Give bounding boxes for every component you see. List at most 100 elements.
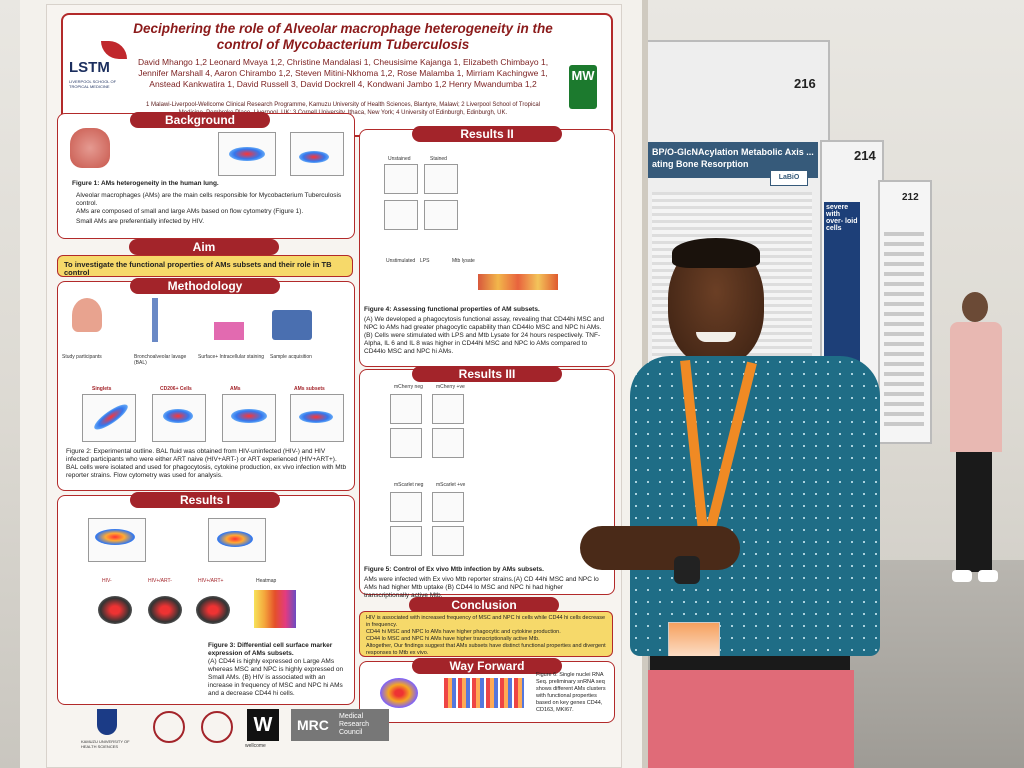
research-poster: LSTM LIVERPOOL SCHOOL OF TROPICAL MEDICI…	[46, 4, 622, 768]
presenter	[580, 236, 890, 768]
gate-plot-ams	[222, 394, 276, 442]
cornell-seal	[153, 711, 185, 743]
presenter-pants	[648, 670, 854, 768]
results1-text: (A) CD44 is highly expressed on Large AM…	[208, 658, 344, 697]
lstm-logo: LSTM	[69, 59, 110, 76]
gate-plot-singlets	[82, 394, 136, 442]
neighbor-poster-title-text: BP/O-GlcNAcylation Metabolic Axis ... at…	[652, 147, 814, 169]
methodology-section: Methodology Study participants Bronchoal…	[57, 278, 355, 491]
results1-group-1: HIV-	[102, 578, 112, 584]
results1-heatmap	[254, 590, 296, 628]
results3-panel-1: mCherry neg	[394, 384, 423, 390]
umap-hiv-art-pos	[196, 596, 230, 624]
results1-plot-a1	[88, 518, 146, 562]
results2-caption: Figure 4: Assessing functional propertie…	[364, 306, 540, 313]
gate-label-2: CD206+ Cells	[160, 386, 192, 392]
background-caption: Figure 1: AMs heterogeneity in the human…	[72, 180, 219, 187]
wristwatch	[674, 556, 700, 584]
participant-icon	[72, 298, 102, 332]
bronchoscope-icon	[152, 298, 158, 342]
results2-panel-3: Unstimulated	[386, 258, 416, 264]
presenter-hair	[672, 238, 760, 268]
results2-section: Results II Unstained Stained Unstimulate…	[359, 126, 615, 367]
way-forward-text: Figure 6: Single nuclei RNA Seq. prelimi…	[536, 672, 606, 713]
results3-plot-5	[390, 492, 422, 522]
neighbor-poster-212-body	[884, 232, 924, 432]
snrna-dotplot	[444, 678, 524, 708]
conclusion-bullet-4: Altogether, Our findings suggest that AM…	[366, 643, 606, 656]
results1-group-4: Heatmap	[256, 578, 277, 584]
lung-illustration	[70, 128, 110, 168]
lstm-logo-icon	[101, 41, 127, 59]
results3-plot-6	[432, 492, 464, 522]
results3-plot-1	[390, 394, 422, 424]
results2-panel-4: LPS	[420, 258, 430, 264]
results1-caption: Figure 3: Differential cell surface mark…	[208, 642, 333, 657]
cytometer-icon	[272, 310, 312, 340]
method-step-4: Sample acquisition	[270, 354, 312, 360]
gate-plot-cd206	[152, 394, 206, 442]
results1-plot-a2	[208, 518, 266, 562]
presenter-belt	[650, 656, 850, 670]
method-step-3: Surface+ Intracellular staining	[198, 354, 265, 360]
conclusion-box: HIV is associated with increased frequen…	[359, 611, 613, 657]
background-section: Background Figure 1: AMs heterogeneity i…	[57, 112, 355, 239]
results1-group-3: HIV+/ART+	[198, 578, 224, 584]
results3-caption: Figure 5: Control of Ex vivo Mtb infecti…	[364, 566, 544, 573]
conclusion-bullet-1: HIV is associated with increased frequen…	[366, 615, 606, 628]
results3-text: AMs were infected with Ex vivo Mtb repor…	[364, 576, 599, 599]
results2-header: Results II	[412, 126, 562, 142]
aim-box: To investigate the functional properties…	[57, 255, 353, 277]
wellcome-label: wellcome	[245, 743, 266, 749]
board-number-214: 214	[854, 148, 876, 163]
snrna-umap	[380, 678, 418, 708]
poster-title: Deciphering the role of Alveolar macroph…	[133, 21, 553, 52]
poster-authors: David Mhango 1,2 Leonard Mvaya 1,2, Chri…	[137, 57, 549, 89]
umap-hiv-neg	[98, 596, 132, 624]
gate-label-1: Singlets	[92, 386, 112, 392]
presenter-shirt	[630, 356, 880, 656]
edinburgh-seal	[201, 711, 233, 743]
mrc-logo-subtitle: Medical Research Council	[339, 713, 369, 736]
background-header: Background	[130, 112, 270, 128]
mlw-logo: MW	[569, 65, 597, 109]
results2-plot-2	[424, 164, 458, 194]
results2-plot-4	[424, 200, 458, 230]
results2-panel-5: Mtb lysate	[452, 258, 475, 264]
board-number-212: 212	[902, 192, 919, 203]
labio-logo: LaBiO	[770, 170, 808, 186]
presenter-smile	[696, 332, 736, 342]
results3-plot-8	[432, 526, 464, 556]
way-forward-section: Way Forward Figure 6: Single nuclei RNA …	[359, 658, 615, 723]
way-forward-header: Way Forward	[412, 658, 562, 674]
gate-label-4: AMs subsets	[294, 386, 325, 392]
results3-plot-7	[390, 526, 422, 556]
umap-hiv-art-neg	[148, 596, 182, 624]
results2-panel-2: Stained	[430, 156, 447, 162]
mrc-logo: MRC Medical Research Council	[291, 709, 389, 741]
neighbor-poster-212: 212	[878, 180, 932, 444]
results2-plot-3	[384, 200, 418, 230]
method-step-2: Bronchoalveolar lavage (BAL)	[134, 354, 187, 366]
background-flow-plot-2	[290, 132, 344, 176]
methodology-caption: Figure 2: Experimental outline. BAL flui…	[66, 448, 347, 479]
background-bullet-3: Small AMs are preferentially infected by…	[76, 218, 205, 225]
conclusion-bullet-2: CD44 hi MSC and NPC lo AMs have higher p…	[366, 629, 561, 635]
kamuzu-university-logo	[97, 709, 117, 735]
neighbor-poster-214-title: severe with over- loid cells	[824, 202, 860, 382]
background-bullet-2: AMs are composed of small and large AMs …	[76, 208, 304, 215]
results2-plot-1	[384, 164, 418, 194]
results3-section: Results III mCherry neg mCherry +ve mSca…	[359, 366, 615, 599]
lstm-logo-subtitle: LIVERPOOL SCHOOL OF TROPICAL MEDICINE	[69, 79, 117, 89]
background-person	[944, 292, 1004, 592]
conclusion-header: Conclusion	[409, 597, 559, 613]
board-number-216: 216	[794, 76, 816, 91]
gate-plot-subsets	[290, 394, 344, 442]
results3-plot-2	[432, 394, 464, 424]
results3-plot-3	[390, 428, 422, 458]
background-flow-plot-1	[218, 132, 276, 176]
results1-header: Results I	[130, 492, 280, 508]
method-step-1: Study participants	[62, 354, 102, 360]
kamuzu-university-label: KAMUZU UNIVERSITY OF HEALTH SCIENCES	[81, 739, 130, 749]
mrc-logo-text: MRC	[297, 717, 329, 733]
